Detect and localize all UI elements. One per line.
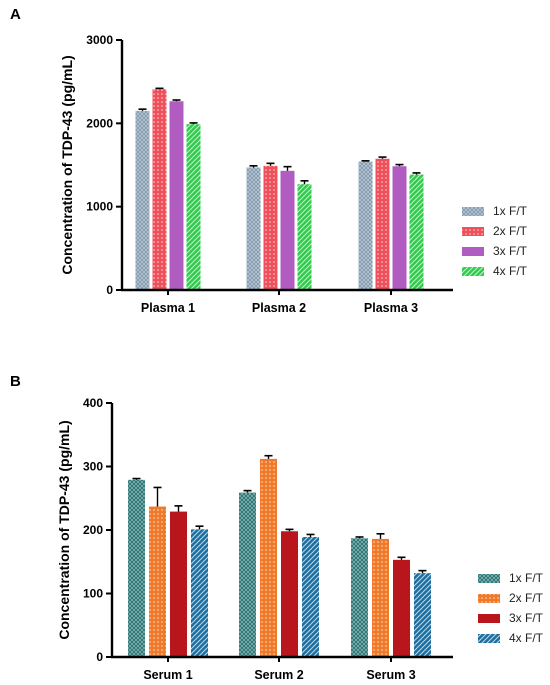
bar <box>414 573 431 657</box>
bar <box>170 511 187 657</box>
y-tick-label: 1000 <box>86 200 113 214</box>
y-tick-label: 200 <box>83 523 103 537</box>
bar <box>351 538 368 657</box>
legend-label: 1x F/T <box>493 204 528 218</box>
y-tick-label: 400 <box>83 396 103 410</box>
legend-swatch <box>478 614 500 623</box>
panel-b: B Serum 1 Serum 2 Serum 3 0 100 200 300 400 Conce… <box>10 373 544 682</box>
legend-label: 2x F/T <box>493 224 528 238</box>
panel-letter: B <box>10 373 21 390</box>
bar <box>302 536 319 657</box>
legend-label: 3x F/T <box>493 244 528 258</box>
bar <box>409 174 424 290</box>
panel-a: A Plasma 1 Plasma 2 Plasma 3 0 1000 2000 3000 Co… <box>10 6 528 315</box>
y-tick-label: 2000 <box>86 116 113 130</box>
y-tick-label: 100 <box>83 587 103 601</box>
bar <box>149 506 166 657</box>
bar <box>152 89 167 291</box>
x-tick-label: Plasma 3 <box>364 301 418 315</box>
x-tick-label: Serum 3 <box>366 668 415 682</box>
legend-label: 4x F/T <box>493 264 528 278</box>
bar <box>191 529 208 657</box>
legend-swatch <box>478 574 500 583</box>
x-tick-label: Plasma 1 <box>141 301 195 315</box>
legend-swatch <box>462 227 484 236</box>
y-axis-label: Concentration of TDP-43 (pg/mL) <box>56 420 72 639</box>
x-tick-label: Serum 2 <box>254 668 303 682</box>
legend-swatch <box>462 207 484 216</box>
bar <box>260 458 277 657</box>
bar <box>297 184 312 290</box>
y-tick-label: 0 <box>106 283 113 297</box>
bar <box>246 167 261 290</box>
bar <box>186 124 201 291</box>
bar <box>239 492 256 657</box>
legend-swatch <box>462 247 484 256</box>
legend-swatch <box>478 634 500 643</box>
legend-label: 1x F/T <box>509 571 544 585</box>
legend-swatch <box>462 267 484 276</box>
bar <box>263 165 278 290</box>
bar <box>358 161 373 290</box>
x-tick-label: Plasma 2 <box>252 301 306 315</box>
bar <box>128 479 145 657</box>
legend-label: 2x F/T <box>509 591 544 605</box>
y-tick-label: 3000 <box>86 33 113 47</box>
bar <box>372 538 389 657</box>
bar <box>375 158 390 290</box>
bar <box>135 110 150 290</box>
legend-label: 3x F/T <box>509 611 544 625</box>
y-axis-label: Concentration of TDP-43 (pg/mL) <box>59 55 75 274</box>
y-tick-label: 300 <box>83 460 103 474</box>
bar <box>281 531 298 657</box>
y-tick-label: 0 <box>96 650 103 664</box>
bar <box>169 101 184 290</box>
panel-letter: A <box>10 6 21 23</box>
bar <box>280 170 295 290</box>
x-tick-label: Serum 1 <box>143 668 192 682</box>
bar <box>392 166 407 290</box>
legend-swatch <box>478 594 500 603</box>
bar <box>393 559 410 657</box>
legend-label: 4x F/T <box>509 631 544 645</box>
